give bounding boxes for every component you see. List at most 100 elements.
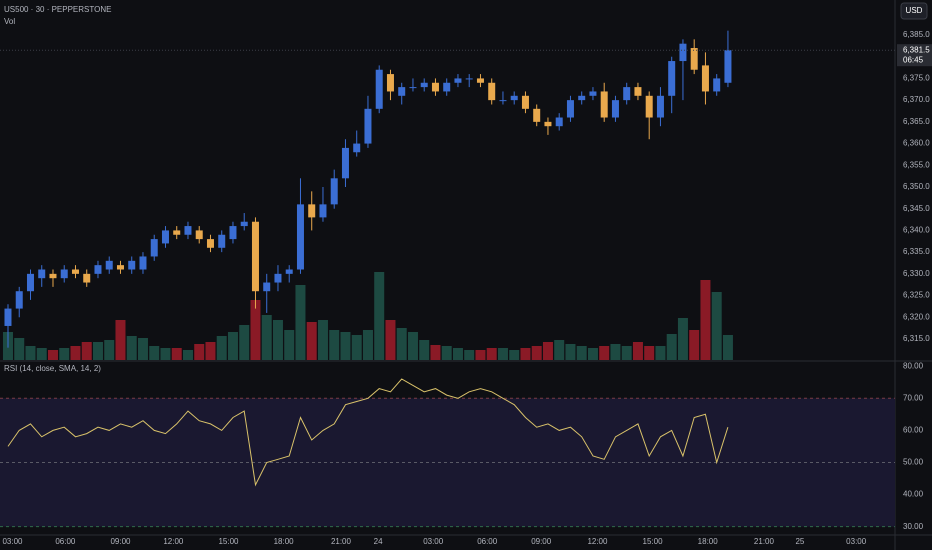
x-tick-label: 15:00 xyxy=(218,537,239,546)
candle-body xyxy=(341,147,349,179)
volume-bar xyxy=(137,338,148,360)
candle-body xyxy=(330,178,338,205)
volume-bar xyxy=(171,348,182,360)
candle-body xyxy=(263,282,271,292)
candle-body xyxy=(308,204,316,218)
candle-body xyxy=(49,273,57,279)
y-tick-label: 6,325.0 xyxy=(903,291,930,300)
volume-bar xyxy=(385,320,396,360)
x-tick-label: 18:00 xyxy=(698,537,719,546)
volume-bar xyxy=(59,348,70,360)
volume-bar xyxy=(216,336,227,360)
candle-body xyxy=(713,78,721,92)
candle-body xyxy=(555,117,563,127)
x-tick-label: 03:00 xyxy=(423,537,444,546)
candle-body xyxy=(285,269,293,274)
x-tick-label: 18:00 xyxy=(274,537,295,546)
volume-bar xyxy=(317,320,328,360)
y-tick-label: 6,320.0 xyxy=(903,312,930,321)
x-tick-label: 12:00 xyxy=(587,537,608,546)
volume-bar xyxy=(475,350,486,360)
rsi-line xyxy=(7,378,729,487)
candle-body xyxy=(679,43,687,62)
volume-bar xyxy=(92,342,103,360)
last-price: 6,381.5 xyxy=(903,45,930,54)
candle-body xyxy=(218,234,226,248)
candle-body xyxy=(724,50,732,83)
volume-bar xyxy=(272,320,283,360)
x-tick-label: 06:00 xyxy=(477,537,498,546)
volume-bar xyxy=(149,346,160,360)
volume-bar xyxy=(295,285,306,360)
y-tick-label: 70.00 xyxy=(903,393,924,402)
volume-bar xyxy=(205,342,216,360)
candle-body xyxy=(60,269,68,279)
volume-bar xyxy=(160,348,171,360)
currency[interactable]: USD xyxy=(906,6,923,15)
candle-body xyxy=(690,48,698,70)
candle-body xyxy=(634,87,642,96)
y-tick-label: 6,340.0 xyxy=(903,226,930,235)
chart-title: US500 · 30 · PEPPERSTONE xyxy=(4,5,111,14)
x-tick-label: 09:00 xyxy=(531,537,552,546)
volume-bar xyxy=(632,342,643,360)
volume-bar xyxy=(419,340,430,360)
candle-body xyxy=(656,95,664,118)
volume-bar xyxy=(711,292,722,360)
candle-body xyxy=(499,100,507,102)
candle-body xyxy=(600,91,608,118)
candle-body xyxy=(206,239,214,248)
volume-bar xyxy=(115,320,126,360)
candle-body xyxy=(668,61,676,96)
volume-bar xyxy=(464,350,475,360)
volume-bar xyxy=(227,332,238,360)
candle-body xyxy=(38,269,46,279)
x-tick-label: 06:00 xyxy=(55,537,76,546)
volume-bar xyxy=(126,336,137,360)
candle-body xyxy=(420,82,428,88)
x-tick-label: 03:00 xyxy=(2,537,23,546)
x-tick-label: 25 xyxy=(795,537,804,546)
volume-bar xyxy=(610,344,621,360)
last-price-box xyxy=(897,44,932,67)
candle-body xyxy=(15,291,23,309)
volume-bar xyxy=(700,280,711,360)
candle-body xyxy=(533,108,541,122)
volume-bar xyxy=(362,330,373,360)
volume-bar xyxy=(644,346,655,360)
candle-body xyxy=(488,82,496,101)
currency-box[interactable] xyxy=(900,2,928,20)
volume-bar xyxy=(250,300,261,360)
y-tick-label: 60.00 xyxy=(903,425,924,434)
volume-bar xyxy=(329,330,340,360)
candle-body xyxy=(701,65,709,92)
volume-label: Vol xyxy=(4,17,15,26)
volume-bar xyxy=(407,332,418,360)
y-tick-label: 6,350.0 xyxy=(903,182,930,191)
candle-body xyxy=(589,91,597,96)
candle-body xyxy=(274,273,282,283)
volume-bar xyxy=(47,350,58,360)
volume-bar xyxy=(306,322,317,360)
y-tick-label: 6,385.0 xyxy=(903,30,930,39)
candle-body xyxy=(544,121,552,127)
candle-body xyxy=(578,95,586,101)
candle-body xyxy=(319,204,327,218)
candle-body xyxy=(173,230,181,235)
x-tick-label: 12:00 xyxy=(163,537,184,546)
volume-bar xyxy=(340,332,351,360)
candle-body xyxy=(611,100,619,118)
volume-bar xyxy=(520,348,531,360)
y-tick-label: 6,355.0 xyxy=(903,160,930,169)
volume-bar xyxy=(599,346,610,360)
candle-body xyxy=(83,273,91,283)
y-tick-label: 6,375.0 xyxy=(903,74,930,83)
volume-bar xyxy=(239,325,250,360)
y-tick-label: 40.00 xyxy=(903,490,924,499)
candle-body xyxy=(566,100,574,118)
volume-bar xyxy=(497,348,508,360)
x-tick-label: 09:00 xyxy=(110,537,131,546)
candle-body xyxy=(4,308,12,326)
candle-body xyxy=(521,95,529,109)
y-tick-label: 50.00 xyxy=(903,458,924,467)
